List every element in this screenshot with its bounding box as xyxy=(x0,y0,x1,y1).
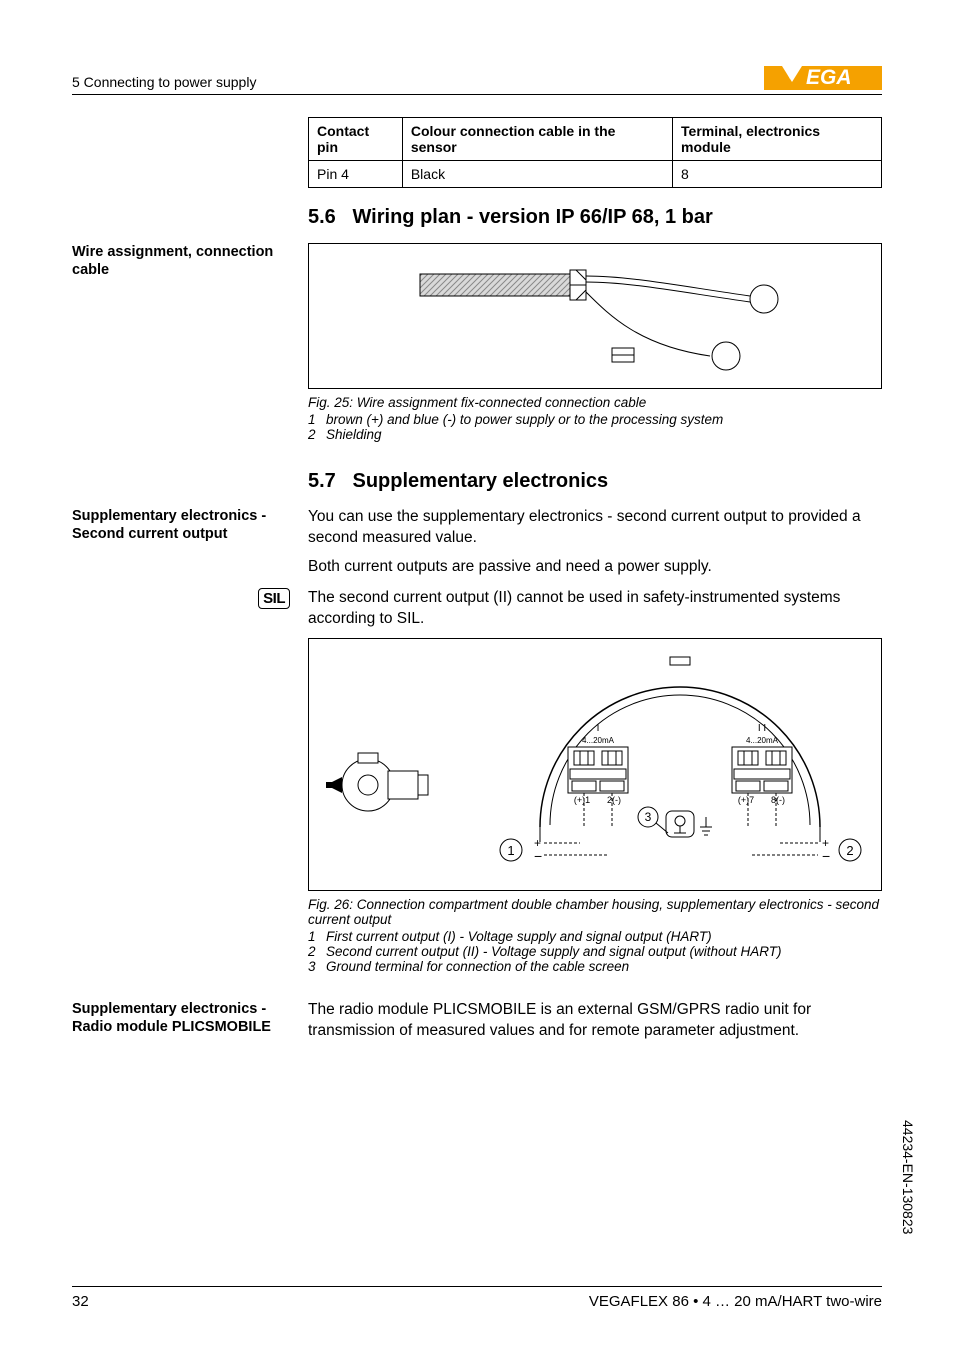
svg-text:(+)7: (+)7 xyxy=(738,795,754,805)
svg-text:−: − xyxy=(822,848,830,864)
figure-26-svg: I 4...20mA (+)1 2(-) xyxy=(320,647,870,882)
figure-25-svg xyxy=(380,256,810,376)
svg-text:2(-): 2(-) xyxy=(607,795,621,805)
para-second-current-1: You can use the supplementary electronic… xyxy=(308,507,882,549)
footer-product: VEGAFLEX 86 • 4 … 20 mA/HART two-wire xyxy=(589,1293,882,1310)
figure-26-legend: 1First current output (I) - Voltage supp… xyxy=(308,929,882,974)
figure-25-legend: 1brown (+) and blue (-) to power supply … xyxy=(308,412,882,442)
contact-pin-table: Contact pin Colour connection cable in t… xyxy=(308,117,882,188)
para-second-current-2: Both current outputs are passive and nee… xyxy=(308,557,882,578)
svg-text:EGA: EGA xyxy=(806,66,852,89)
para-plicsmobile: The radio module PLICSMOBILE is an exter… xyxy=(308,1000,882,1042)
sil-badge: SIL xyxy=(258,588,290,609)
svg-text:3: 3 xyxy=(645,810,652,824)
table-row: Pin 4 Black 8 xyxy=(309,161,882,188)
page-footer: 32 VEGAFLEX 86 • 4 … 20 mA/HART two-wire xyxy=(72,1286,882,1310)
vega-logo: EGA xyxy=(764,58,882,90)
section-5-7-heading: 5.7 Supplementary electronics xyxy=(308,470,882,493)
figure-26-caption: Fig. 26: Connection compartment double c… xyxy=(308,897,882,927)
header-section-title: 5 Connecting to power supply xyxy=(72,74,256,90)
para-sil: The second current output (II) cannot be… xyxy=(308,588,882,630)
svg-text:4...20mA: 4...20mA xyxy=(746,736,779,745)
page-header: 5 Connecting to power supply EGA xyxy=(72,58,882,95)
svg-text:1: 1 xyxy=(507,843,514,858)
svg-text:−: − xyxy=(534,848,542,864)
figure-25-caption: Fig. 25: Wire assignment fix-connected c… xyxy=(308,395,882,410)
svg-text:2: 2 xyxy=(846,843,853,858)
section-5-6-heading: 5.6 Wiring plan - version IP 66/IP 68, 1… xyxy=(308,206,882,229)
doc-id-vertical: 44234-EN-130823 xyxy=(900,1120,916,1234)
svg-text:+: + xyxy=(822,836,829,850)
side-label-wire-assignment: Wire assignment, connection cable xyxy=(72,243,290,279)
figure-25-box xyxy=(308,243,882,389)
side-label-plicsmobile: Supplementary electronics - Radio module… xyxy=(72,1000,290,1036)
svg-text:8(-): 8(-) xyxy=(771,795,785,805)
table-header: Terminal, electronics module xyxy=(673,118,882,161)
svg-text:I: I xyxy=(597,723,600,734)
svg-text:4...20mA: 4...20mA xyxy=(582,736,615,745)
table-header: Colour connection cable in the sensor xyxy=(402,118,672,161)
svg-text:(+)1: (+)1 xyxy=(574,795,590,805)
page-number: 32 xyxy=(72,1293,89,1310)
side-label-second-current: Supplementary electronics - Second curre… xyxy=(72,507,290,543)
svg-text:I I: I I xyxy=(758,723,766,734)
table-header: Contact pin xyxy=(309,118,403,161)
figure-26-box: I 4...20mA (+)1 2(-) xyxy=(308,638,882,891)
